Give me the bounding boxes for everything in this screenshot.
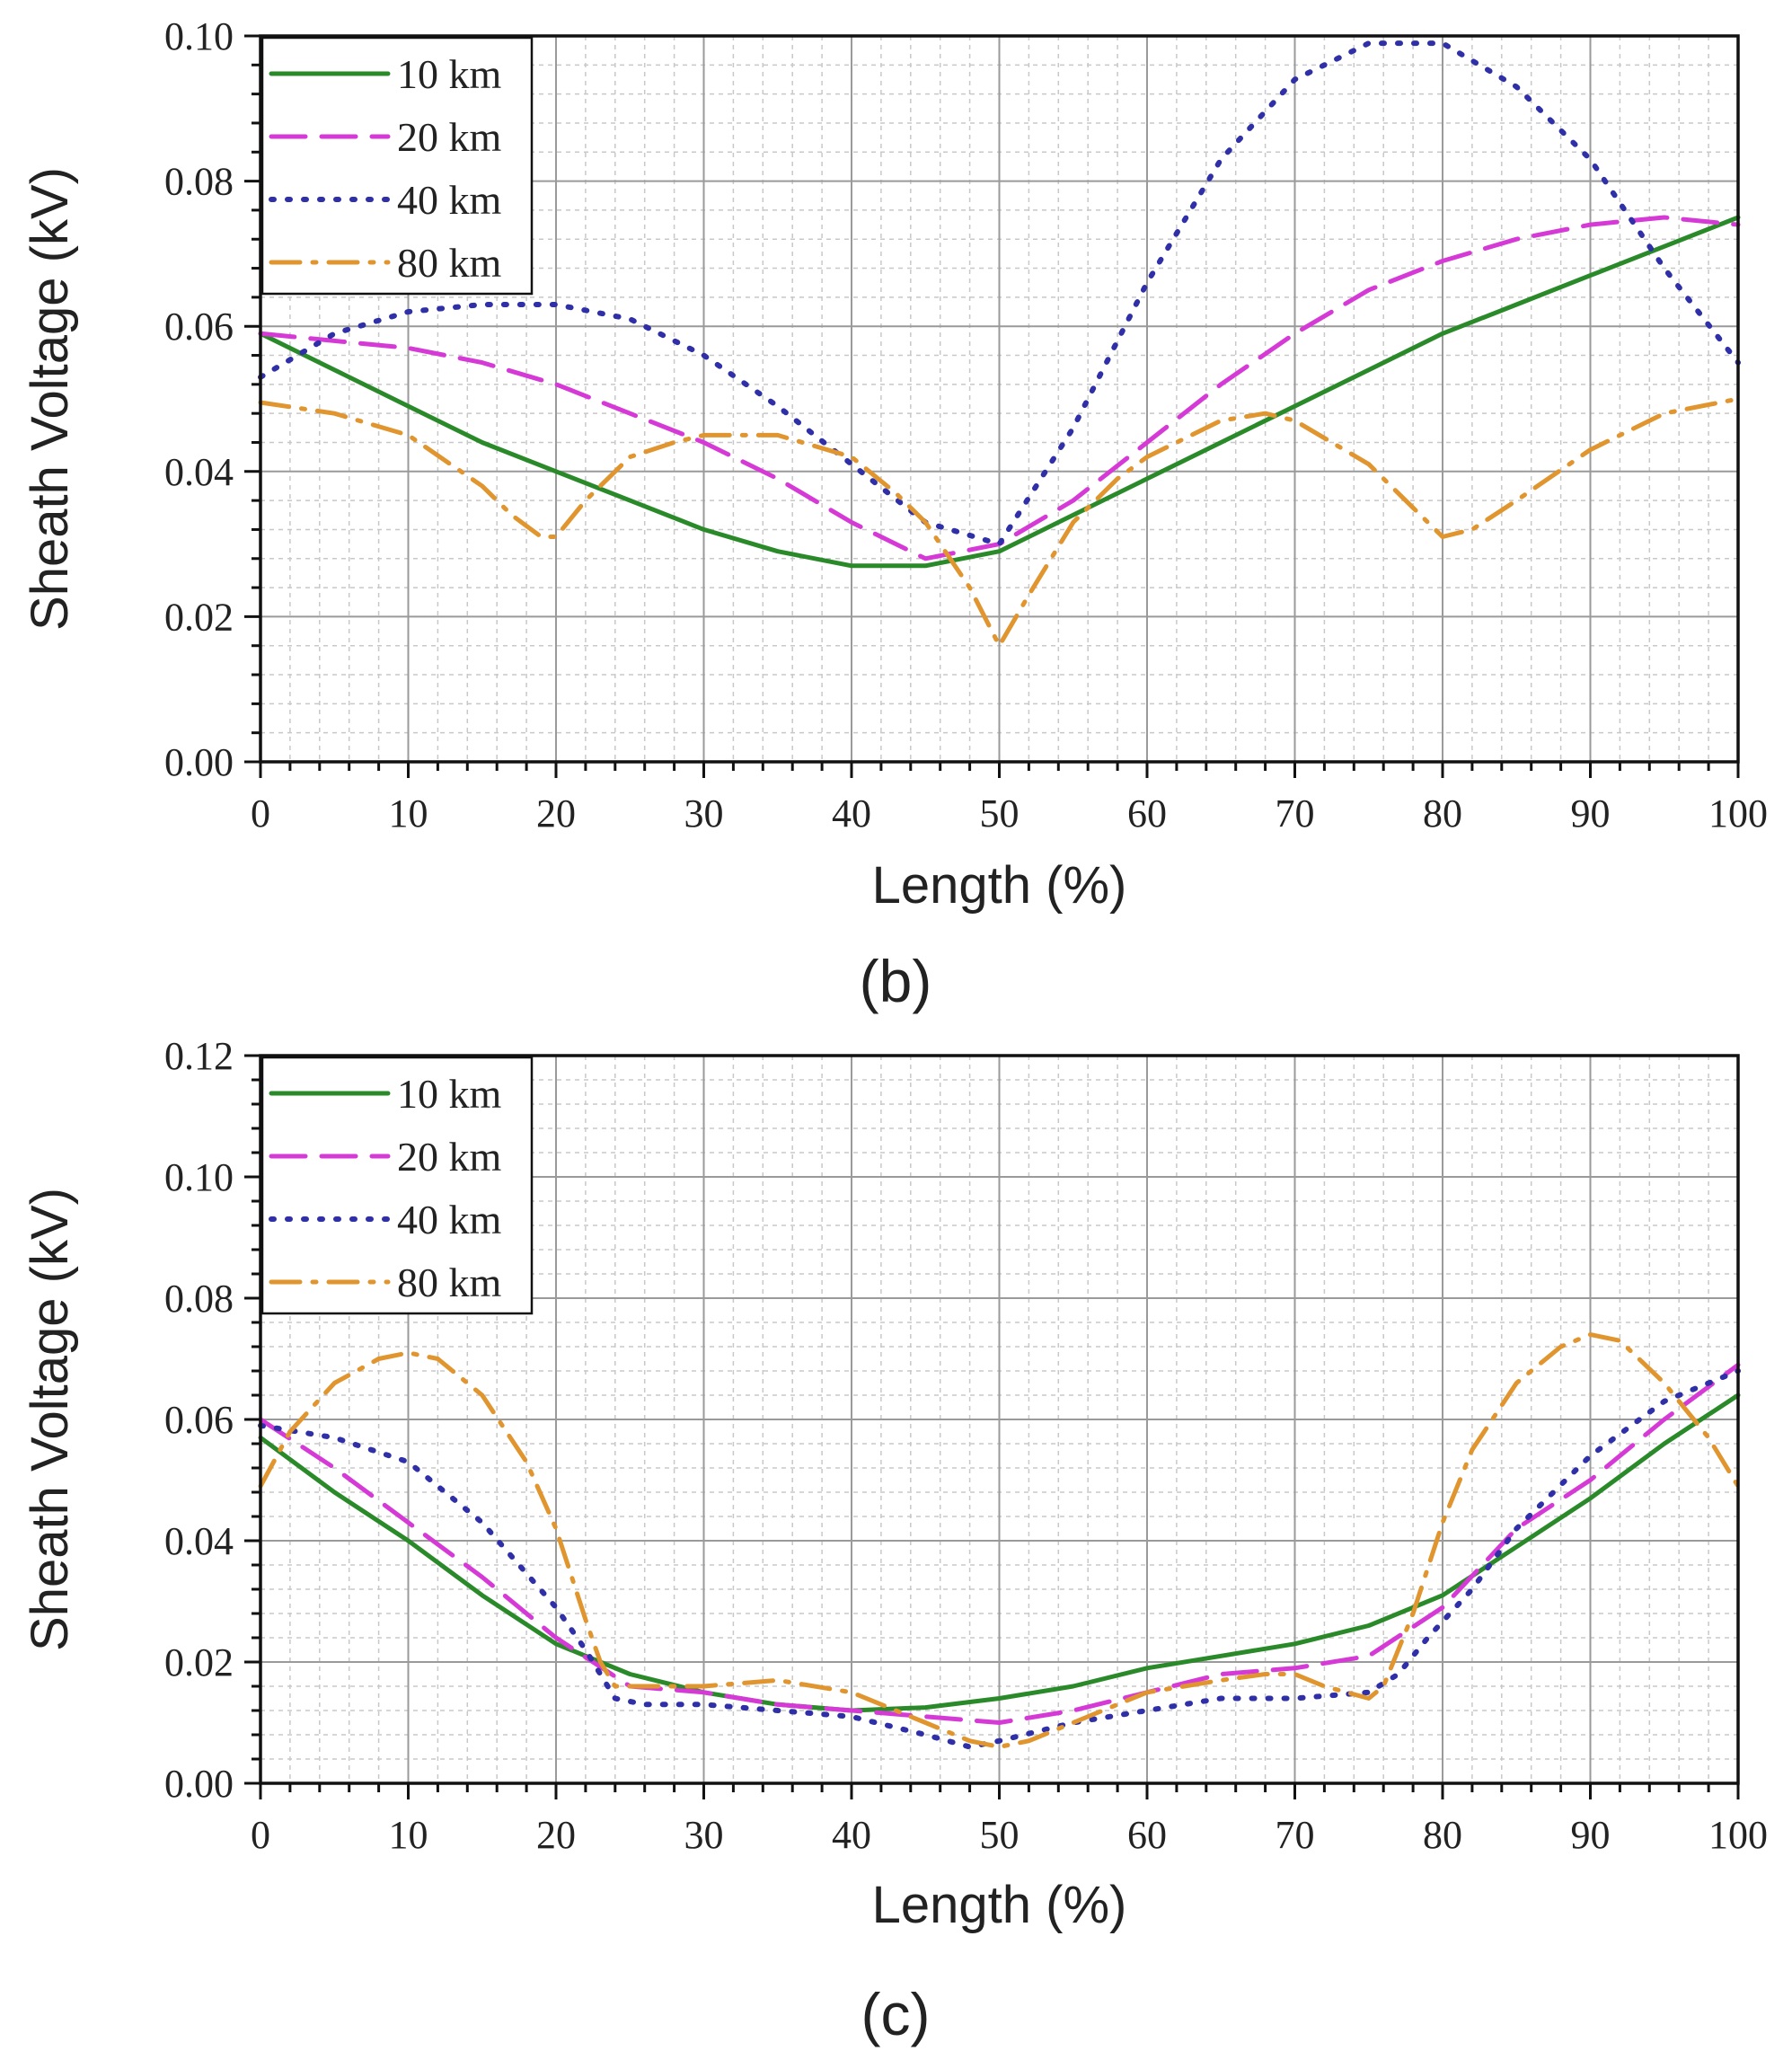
- x-tick-label: 60: [1127, 791, 1167, 835]
- series-line-80-km: [258, 1332, 1741, 1749]
- y-tick-label: 0.08: [164, 160, 234, 204]
- x-tick-label: 100: [1708, 791, 1768, 835]
- y-tick-label: 0.08: [164, 1277, 234, 1321]
- y-tick-label: 0.12: [164, 1034, 234, 1078]
- y-tick-label: 0.02: [164, 595, 234, 639]
- x-tick-label: 70: [1276, 1813, 1315, 1857]
- x-tick-label: 10: [389, 791, 428, 835]
- legend-label: 40 km: [397, 177, 502, 223]
- y-tick-label: 0.00: [164, 1762, 234, 1806]
- x-tick-label: 30: [684, 791, 724, 835]
- x-tick-label: 30: [684, 1813, 724, 1857]
- x-tick-label: 10: [389, 1813, 428, 1857]
- y-tick-label: 0.04: [164, 450, 234, 494]
- series-line-20-km: [258, 1362, 1741, 1725]
- x-tick-label: 70: [1276, 791, 1315, 835]
- legend-label: 10 km: [397, 1071, 502, 1117]
- legend-label: 40 km: [397, 1197, 502, 1242]
- x-tick-label: 90: [1571, 1813, 1611, 1857]
- y-tick-label: 0.06: [164, 1398, 234, 1442]
- x-axis-title: Length (%): [872, 856, 1127, 915]
- y-tick-label: 0.10: [164, 1155, 234, 1199]
- x-tick-label: 80: [1423, 791, 1462, 835]
- panel-caption: (b): [860, 948, 932, 1014]
- x-axis-title: Length (%): [872, 1876, 1127, 1934]
- x-tick-label: 50: [980, 1813, 1020, 1857]
- chart-c: 0 10 20 30 40 50 60 70 80 90 100 0.00 0.02 0.04 0.06 0.…: [21, 1034, 1768, 2047]
- series-line-40-km: [258, 40, 1741, 547]
- x-tick-label: 0: [251, 1813, 270, 1857]
- series-line-10-km: [258, 1392, 1741, 1713]
- legend-box: [260, 36, 534, 296]
- legend-label: 20 km: [397, 1134, 502, 1180]
- chart-b: 0 10 20 30 40 50 60 70 80 90 100 0.00 0.02 0.04 0.06 0.…: [21, 14, 1768, 1014]
- x-tick-label: 40: [832, 791, 871, 835]
- legend-label: 20 km: [397, 114, 502, 160]
- x-tick-label: 0: [251, 791, 270, 835]
- x-tick-label: 20: [536, 791, 576, 835]
- x-tick-label: 80: [1423, 1813, 1462, 1857]
- y-tick-label: 0.00: [164, 740, 234, 784]
- y-axis-title: Sheath Voltage (kV): [21, 1188, 79, 1651]
- legend-label: 80 km: [397, 1260, 502, 1305]
- y-tick-label: 0.10: [164, 14, 234, 58]
- x-tick-label: 50: [980, 791, 1020, 835]
- legend: 10 km 20 km 40 km 80 km: [260, 36, 534, 296]
- legend: 10 km 20 km 40 km 80 km: [260, 1056, 534, 1315]
- x-tick-label: 90: [1571, 791, 1611, 835]
- x-tick-label: 100: [1708, 1813, 1768, 1857]
- panel-caption: (c): [861, 1981, 931, 2047]
- legend-box: [260, 1056, 534, 1315]
- legend-label: 80 km: [397, 240, 502, 286]
- x-tick-label: 60: [1127, 1813, 1167, 1857]
- y-tick-label: 0.04: [164, 1519, 234, 1563]
- x-tick-label: 20: [536, 1813, 576, 1857]
- y-tick-label: 0.06: [164, 305, 234, 349]
- y-axis-title: Sheath Voltage (kV): [21, 167, 79, 631]
- x-tick-label: 40: [832, 1813, 871, 1857]
- series-line-10-km: [258, 215, 1741, 569]
- series-line-80-km: [258, 396, 1741, 649]
- y-tick-label: 0.02: [164, 1640, 234, 1684]
- legend-label: 10 km: [397, 51, 502, 97]
